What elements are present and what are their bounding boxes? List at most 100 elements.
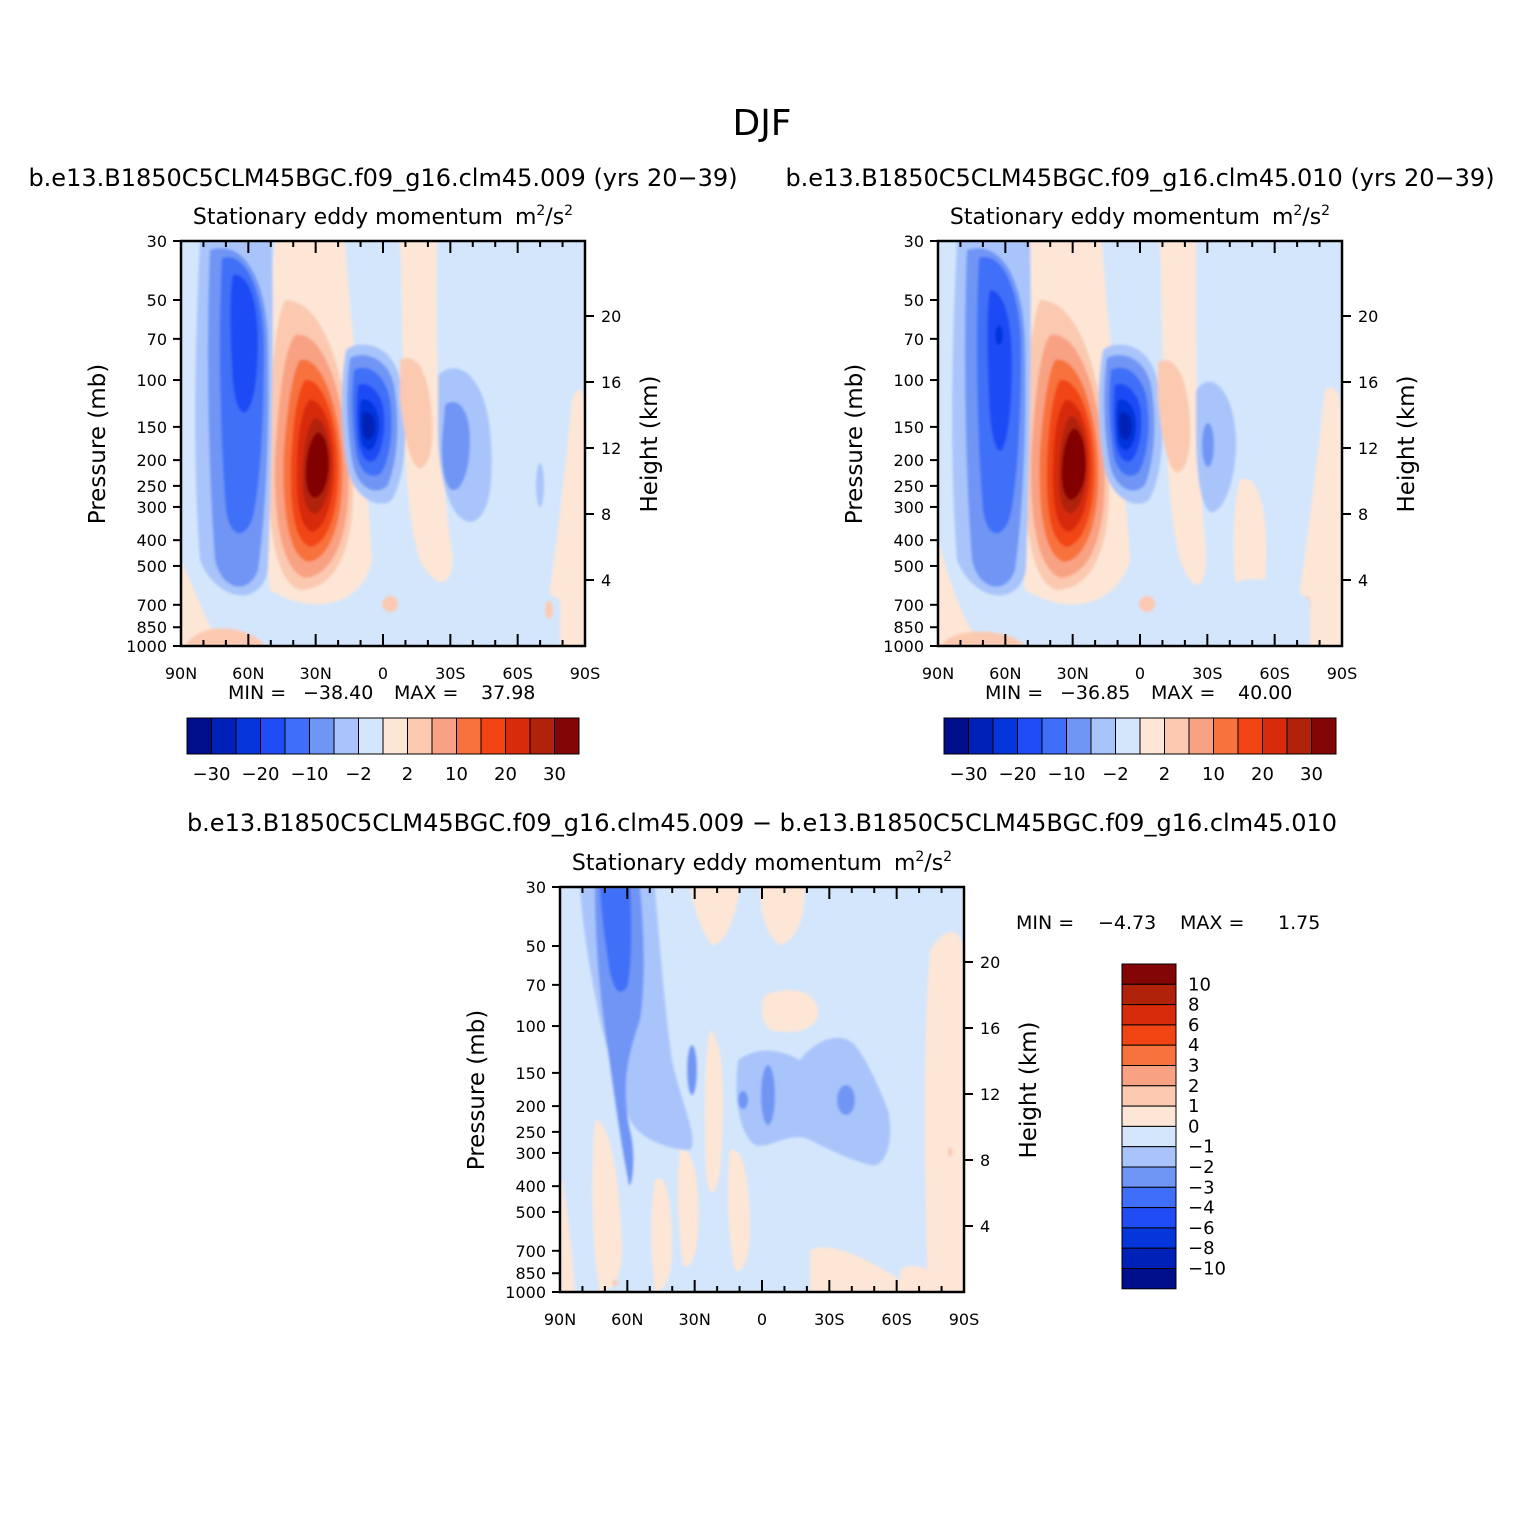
colorbar-swatch bbox=[529, 717, 555, 755]
panel-b-min-label: MIN = bbox=[985, 682, 1043, 704]
colorbar-label: 20 bbox=[494, 764, 517, 785]
ytick-label: 850 bbox=[136, 618, 167, 637]
ytick-label: 30 bbox=[904, 232, 924, 251]
ytick-label: 500 bbox=[893, 557, 924, 576]
colorbar-label: −3 bbox=[1188, 1177, 1215, 1198]
colorbar-swatch bbox=[1041, 717, 1067, 755]
colorbar-label: 2 bbox=[402, 764, 413, 785]
panel-b-colorbar: −30 −20 −10 −2 2 10 20 30 bbox=[943, 717, 1337, 785]
colorbar-swatch bbox=[480, 717, 506, 755]
panel-c-ylabel: Pressure (mb) bbox=[464, 1010, 490, 1170]
ytick-label: 700 bbox=[136, 596, 167, 615]
colorbar-label: 8 bbox=[1188, 995, 1199, 1016]
colorbar-swatch bbox=[1066, 717, 1092, 755]
ytick-label: 50 bbox=[904, 291, 924, 310]
colorbar-label: 20 bbox=[1251, 764, 1274, 785]
ytick-label: 250 bbox=[893, 477, 924, 496]
colorbar-label: −20 bbox=[242, 764, 280, 785]
xtick-label: 90S bbox=[1327, 664, 1358, 683]
colorbar-swatch bbox=[1121, 1227, 1177, 1249]
colorbar-label: −2 bbox=[1188, 1157, 1215, 1178]
colorbar-label: 10 bbox=[1188, 974, 1211, 995]
colorbar-swatch bbox=[1213, 717, 1239, 755]
ytick-label: 300 bbox=[893, 498, 924, 517]
colorbar-swatch bbox=[260, 717, 286, 755]
panel-c-min-label: MIN = bbox=[1016, 912, 1074, 934]
height-tick-label: 4 bbox=[980, 1217, 990, 1236]
colorbar-swatch bbox=[1121, 1247, 1177, 1269]
panel-c-subtitle: Stationary eddy momentum m2/s2 bbox=[572, 849, 952, 876]
panel-c-max-label: MAX = bbox=[1180, 912, 1244, 934]
colorbar-swatch bbox=[309, 717, 335, 755]
panel-c-field bbox=[560, 887, 964, 1292]
height-tick-label: 20 bbox=[1358, 307, 1378, 326]
height-tick-label: 8 bbox=[980, 1151, 990, 1170]
ytick-label: 500 bbox=[136, 557, 167, 576]
xtick-label: 30S bbox=[1192, 664, 1223, 683]
ytick-label: 70 bbox=[904, 330, 924, 349]
panel-a-field bbox=[181, 241, 585, 646]
colorbar-label: −10 bbox=[1048, 764, 1086, 785]
colorbar-swatch bbox=[1121, 1166, 1177, 1188]
ytick-label: 150 bbox=[893, 418, 924, 437]
ytick-label: 250 bbox=[136, 477, 167, 496]
colorbar-swatch bbox=[1311, 717, 1337, 755]
colorbar-swatch bbox=[968, 717, 994, 755]
height-tick-label: 4 bbox=[1358, 571, 1368, 590]
colorbar-swatch bbox=[1121, 1105, 1177, 1127]
panel-c-min-value: −4.73 bbox=[1098, 912, 1156, 934]
panel-c-ylabel-right: Height (km) bbox=[1016, 1021, 1042, 1158]
colorbar-swatch bbox=[1188, 717, 1214, 755]
xtick-label: 0 bbox=[1135, 664, 1145, 683]
colorbar-swatch bbox=[1121, 1207, 1177, 1229]
xtick-label: 90S bbox=[570, 664, 601, 683]
colorbar-swatch bbox=[1139, 717, 1165, 755]
colorbar-swatch bbox=[358, 717, 384, 755]
panel-b-title: b.e13.B1850C5CLM45BGC.f09_g16.clm45.010 … bbox=[785, 164, 1494, 192]
panel-b-max-value: 40.00 bbox=[1238, 682, 1292, 704]
ytick-label: 70 bbox=[526, 976, 546, 995]
ytick-label: 150 bbox=[515, 1064, 546, 1083]
ytick-label: 400 bbox=[136, 531, 167, 550]
panel-b-subtitle: Stationary eddy momentum m2/s2 bbox=[950, 203, 1330, 230]
xtick-label: 30S bbox=[435, 664, 466, 683]
xtick-label: 90N bbox=[922, 664, 954, 683]
panel-a-min-value: −38.40 bbox=[303, 682, 373, 704]
panel-b-max-label: MAX = bbox=[1151, 682, 1215, 704]
colorbar-swatch bbox=[1121, 1024, 1177, 1046]
ytick-label: 500 bbox=[515, 1203, 546, 1222]
colorbar-swatch bbox=[1237, 717, 1263, 755]
colorbar-swatch bbox=[211, 717, 237, 755]
xtick-label: 60N bbox=[232, 664, 264, 683]
colorbar-label: 10 bbox=[445, 764, 468, 785]
colorbar-label: −30 bbox=[193, 764, 231, 785]
xtick-label: 90S bbox=[949, 1310, 980, 1329]
colorbar-swatch bbox=[1121, 1146, 1177, 1168]
colorbar-swatch bbox=[1121, 1044, 1177, 1066]
panel-a-title: b.e13.B1850C5CLM45BGC.f09_g16.clm45.009 … bbox=[28, 164, 737, 192]
ytick-label: 300 bbox=[515, 1144, 546, 1163]
colorbar-label: −1 bbox=[1188, 1137, 1215, 1158]
panel-b-field bbox=[938, 241, 1342, 646]
xtick-label: 60N bbox=[611, 1310, 643, 1329]
colorbar-label: 0 bbox=[1188, 1116, 1199, 1137]
panel-a-max-value: 37.98 bbox=[481, 682, 535, 704]
colorbar-swatch bbox=[456, 717, 482, 755]
height-tick-label: 16 bbox=[1358, 373, 1378, 392]
colorbar-label: −6 bbox=[1188, 1218, 1215, 1239]
ytick-label: 850 bbox=[515, 1264, 546, 1283]
height-tick-label: 16 bbox=[601, 373, 621, 392]
colorbar-label: 6 bbox=[1188, 1015, 1199, 1036]
panel-a-max-label: MAX = bbox=[394, 682, 458, 704]
colorbar-label: −30 bbox=[950, 764, 988, 785]
panel-b: b.e13.B1850C5CLM45BGC.f09_g16.clm45.010 … bbox=[785, 164, 1494, 785]
colorbar-swatch bbox=[1121, 963, 1177, 985]
colorbar-label: 2 bbox=[1159, 764, 1170, 785]
ytick-label: 100 bbox=[136, 371, 167, 390]
colorbar-label: −2 bbox=[345, 764, 372, 785]
ytick-label: 30 bbox=[147, 232, 167, 251]
ytick-label: 700 bbox=[893, 596, 924, 615]
